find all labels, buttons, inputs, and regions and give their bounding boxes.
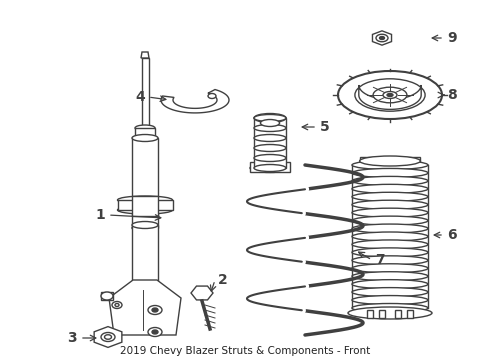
Ellipse shape [132,135,158,141]
Bar [250,162,290,172]
Text: 8: 8 [447,88,457,102]
Ellipse shape [352,176,428,185]
Ellipse shape [352,192,428,201]
Ellipse shape [148,328,162,337]
Bar [142,58,148,128]
Bar [132,225,158,285]
Ellipse shape [112,302,122,309]
Ellipse shape [254,113,286,122]
Ellipse shape [250,163,290,172]
Text: 1: 1 [95,208,105,222]
Text: 7: 7 [375,253,385,267]
Ellipse shape [208,94,216,99]
Text: 2019 Chevy Blazer Struts & Components - Front: 2019 Chevy Blazer Struts & Components - … [120,346,370,356]
Ellipse shape [376,34,388,42]
Ellipse shape [360,156,420,166]
Ellipse shape [352,272,428,281]
Polygon shape [109,280,181,335]
Ellipse shape [338,71,442,119]
Ellipse shape [104,335,112,339]
Ellipse shape [254,135,286,141]
Ellipse shape [352,184,428,193]
Bar [367,310,373,318]
Bar [254,118,286,168]
Polygon shape [372,31,392,45]
Ellipse shape [352,240,428,249]
Ellipse shape [352,161,428,170]
Bar [135,128,155,138]
Ellipse shape [132,221,158,229]
Text: 4: 4 [135,90,145,104]
Bar [132,196,158,216]
Ellipse shape [352,200,428,209]
Ellipse shape [383,91,397,99]
Ellipse shape [148,306,162,315]
Ellipse shape [132,225,158,231]
Ellipse shape [352,168,428,177]
Ellipse shape [118,206,172,214]
Ellipse shape [373,87,407,103]
Ellipse shape [379,36,385,40]
Bar [379,310,385,318]
Ellipse shape [254,114,286,122]
Bar [132,138,158,228]
Ellipse shape [254,125,286,131]
Ellipse shape [348,307,432,319]
Polygon shape [94,327,122,347]
Ellipse shape [135,135,155,141]
Ellipse shape [101,292,113,300]
Ellipse shape [118,196,172,204]
Text: 6: 6 [447,228,457,242]
Ellipse shape [352,288,428,297]
Bar [101,292,113,300]
Ellipse shape [387,94,393,96]
Ellipse shape [352,248,428,257]
Bar [395,310,401,318]
Text: 3: 3 [67,331,77,345]
Ellipse shape [359,81,421,109]
Ellipse shape [352,264,428,273]
Polygon shape [161,90,229,113]
Text: 2: 2 [218,273,228,287]
Ellipse shape [352,296,428,305]
Ellipse shape [352,232,428,241]
Text: 9: 9 [447,31,457,45]
Bar [360,157,420,165]
Ellipse shape [355,79,425,111]
Ellipse shape [115,303,119,306]
Text: 5: 5 [320,120,330,134]
Ellipse shape [101,333,115,342]
Ellipse shape [352,256,428,265]
Polygon shape [141,52,149,58]
Polygon shape [359,85,421,109]
Ellipse shape [352,216,428,225]
Ellipse shape [260,120,280,126]
Bar [407,310,413,318]
Ellipse shape [152,330,158,334]
Ellipse shape [135,125,155,131]
Ellipse shape [254,154,286,162]
Ellipse shape [352,224,428,233]
Ellipse shape [352,303,428,312]
Ellipse shape [352,208,428,217]
Polygon shape [191,286,213,300]
Ellipse shape [254,144,286,152]
Ellipse shape [152,308,158,312]
Bar [118,200,172,210]
Ellipse shape [352,280,428,289]
Ellipse shape [254,165,286,171]
